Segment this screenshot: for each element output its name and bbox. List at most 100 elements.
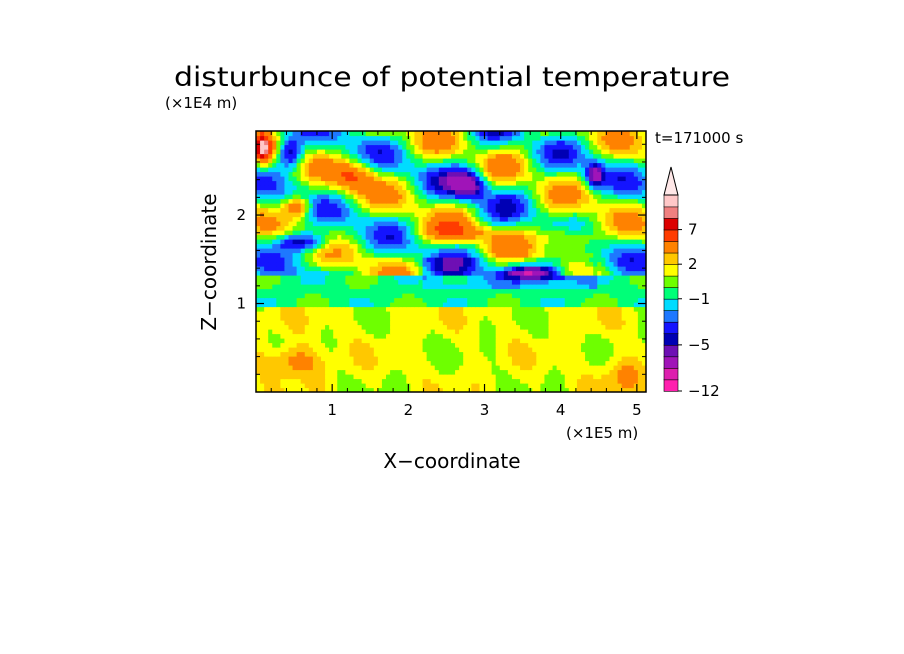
contour-cell bbox=[410, 207, 416, 213]
contour-cell bbox=[264, 338, 269, 344]
contour-cell bbox=[381, 257, 387, 263]
contour-cell bbox=[589, 279, 594, 285]
contour-cell bbox=[329, 248, 334, 254]
contour-cell bbox=[503, 297, 509, 303]
contour-cell bbox=[398, 194, 403, 200]
contour-cell bbox=[272, 356, 277, 362]
contour-cell bbox=[256, 194, 261, 200]
contour-cell bbox=[377, 351, 383, 357]
contour-cell bbox=[495, 347, 501, 353]
contour-cell bbox=[495, 324, 501, 330]
contour-cell bbox=[633, 347, 639, 353]
contour-cell bbox=[446, 324, 452, 330]
contour-cell bbox=[471, 171, 476, 177]
contour-cell bbox=[381, 158, 387, 164]
contour-cell bbox=[483, 180, 489, 186]
contour-cell bbox=[422, 383, 428, 389]
contour-cell bbox=[520, 369, 525, 375]
contour-cell bbox=[414, 302, 420, 308]
contour-cell bbox=[629, 266, 635, 272]
contour-cell bbox=[260, 207, 265, 213]
contour-cell bbox=[613, 293, 619, 299]
contour-cell bbox=[572, 374, 578, 380]
contour-cell bbox=[353, 234, 359, 240]
contour-cell bbox=[357, 194, 363, 200]
contour-cell bbox=[304, 257, 310, 263]
contour-cell bbox=[272, 189, 277, 195]
contour-cell bbox=[394, 356, 399, 362]
contour-cell bbox=[406, 275, 411, 281]
contour-cell bbox=[463, 284, 468, 290]
contour-cell bbox=[585, 194, 590, 200]
contour-cell bbox=[256, 293, 261, 299]
contour-cell bbox=[349, 180, 355, 186]
contour-cell bbox=[560, 378, 566, 384]
contour-cell bbox=[361, 356, 367, 362]
contour-cell bbox=[524, 225, 529, 231]
contour-cell bbox=[564, 333, 570, 339]
contour-cell bbox=[442, 311, 448, 317]
contour-cell bbox=[471, 275, 476, 281]
contour-cell bbox=[601, 279, 606, 285]
contour-cell bbox=[304, 279, 310, 285]
contour-cell bbox=[398, 365, 403, 371]
contour-cell bbox=[459, 315, 464, 321]
contour-cell bbox=[349, 324, 355, 330]
contour-cell bbox=[304, 194, 310, 200]
contour-cell bbox=[349, 261, 355, 267]
contour-cell bbox=[402, 333, 407, 339]
contour-cell bbox=[507, 369, 513, 375]
contour-cell bbox=[451, 369, 456, 375]
contour-cell bbox=[487, 266, 493, 272]
contour-cell bbox=[386, 185, 391, 191]
contour-cell bbox=[369, 266, 375, 272]
contour-cell bbox=[268, 167, 273, 173]
contour-cell bbox=[361, 234, 367, 240]
contour-cell bbox=[333, 288, 338, 294]
contour-cell bbox=[625, 189, 631, 195]
contour-cell bbox=[394, 189, 399, 195]
contour-cell bbox=[520, 329, 525, 335]
contour-cell bbox=[564, 248, 570, 254]
contour-cell bbox=[621, 176, 627, 182]
contour-cell bbox=[621, 369, 627, 375]
contour-cell bbox=[564, 180, 570, 186]
contour-cell bbox=[471, 189, 476, 195]
contour-cell bbox=[426, 311, 432, 317]
contour-cell bbox=[467, 288, 472, 294]
contour-cell bbox=[284, 185, 290, 191]
contour-cell bbox=[455, 230, 460, 236]
contour-cell bbox=[296, 369, 302, 375]
contour-cell bbox=[617, 279, 623, 285]
contour-cell bbox=[308, 306, 314, 312]
contour-cell bbox=[532, 216, 537, 222]
contour-cell bbox=[520, 216, 525, 222]
contour-cell bbox=[613, 216, 619, 222]
contour-cell bbox=[503, 189, 509, 195]
contour-cell bbox=[471, 387, 476, 392]
contour-cell bbox=[357, 176, 363, 182]
contour-cell bbox=[540, 176, 546, 182]
contour-cell bbox=[597, 189, 602, 195]
contour-cell bbox=[406, 315, 411, 321]
contour-cell bbox=[426, 293, 432, 299]
contour-cell bbox=[386, 288, 391, 294]
contour-cell bbox=[373, 293, 379, 299]
contour-cell bbox=[585, 225, 590, 231]
contour-cell bbox=[540, 284, 546, 290]
contour-cell bbox=[552, 279, 558, 285]
contour-cell bbox=[284, 320, 290, 326]
contour-cell bbox=[353, 203, 359, 209]
contour-cell bbox=[511, 329, 517, 335]
contour-cell bbox=[446, 342, 452, 348]
contour-cell bbox=[353, 158, 359, 164]
contour-cell bbox=[585, 207, 590, 213]
contour-cell bbox=[572, 248, 578, 254]
contour-cell bbox=[463, 203, 468, 209]
contour-cell bbox=[390, 284, 395, 290]
contour-cell bbox=[288, 356, 294, 362]
contour-cell bbox=[329, 266, 334, 272]
contour-cell bbox=[560, 351, 566, 357]
contour-cell bbox=[337, 311, 342, 317]
contour-cell bbox=[617, 320, 623, 326]
